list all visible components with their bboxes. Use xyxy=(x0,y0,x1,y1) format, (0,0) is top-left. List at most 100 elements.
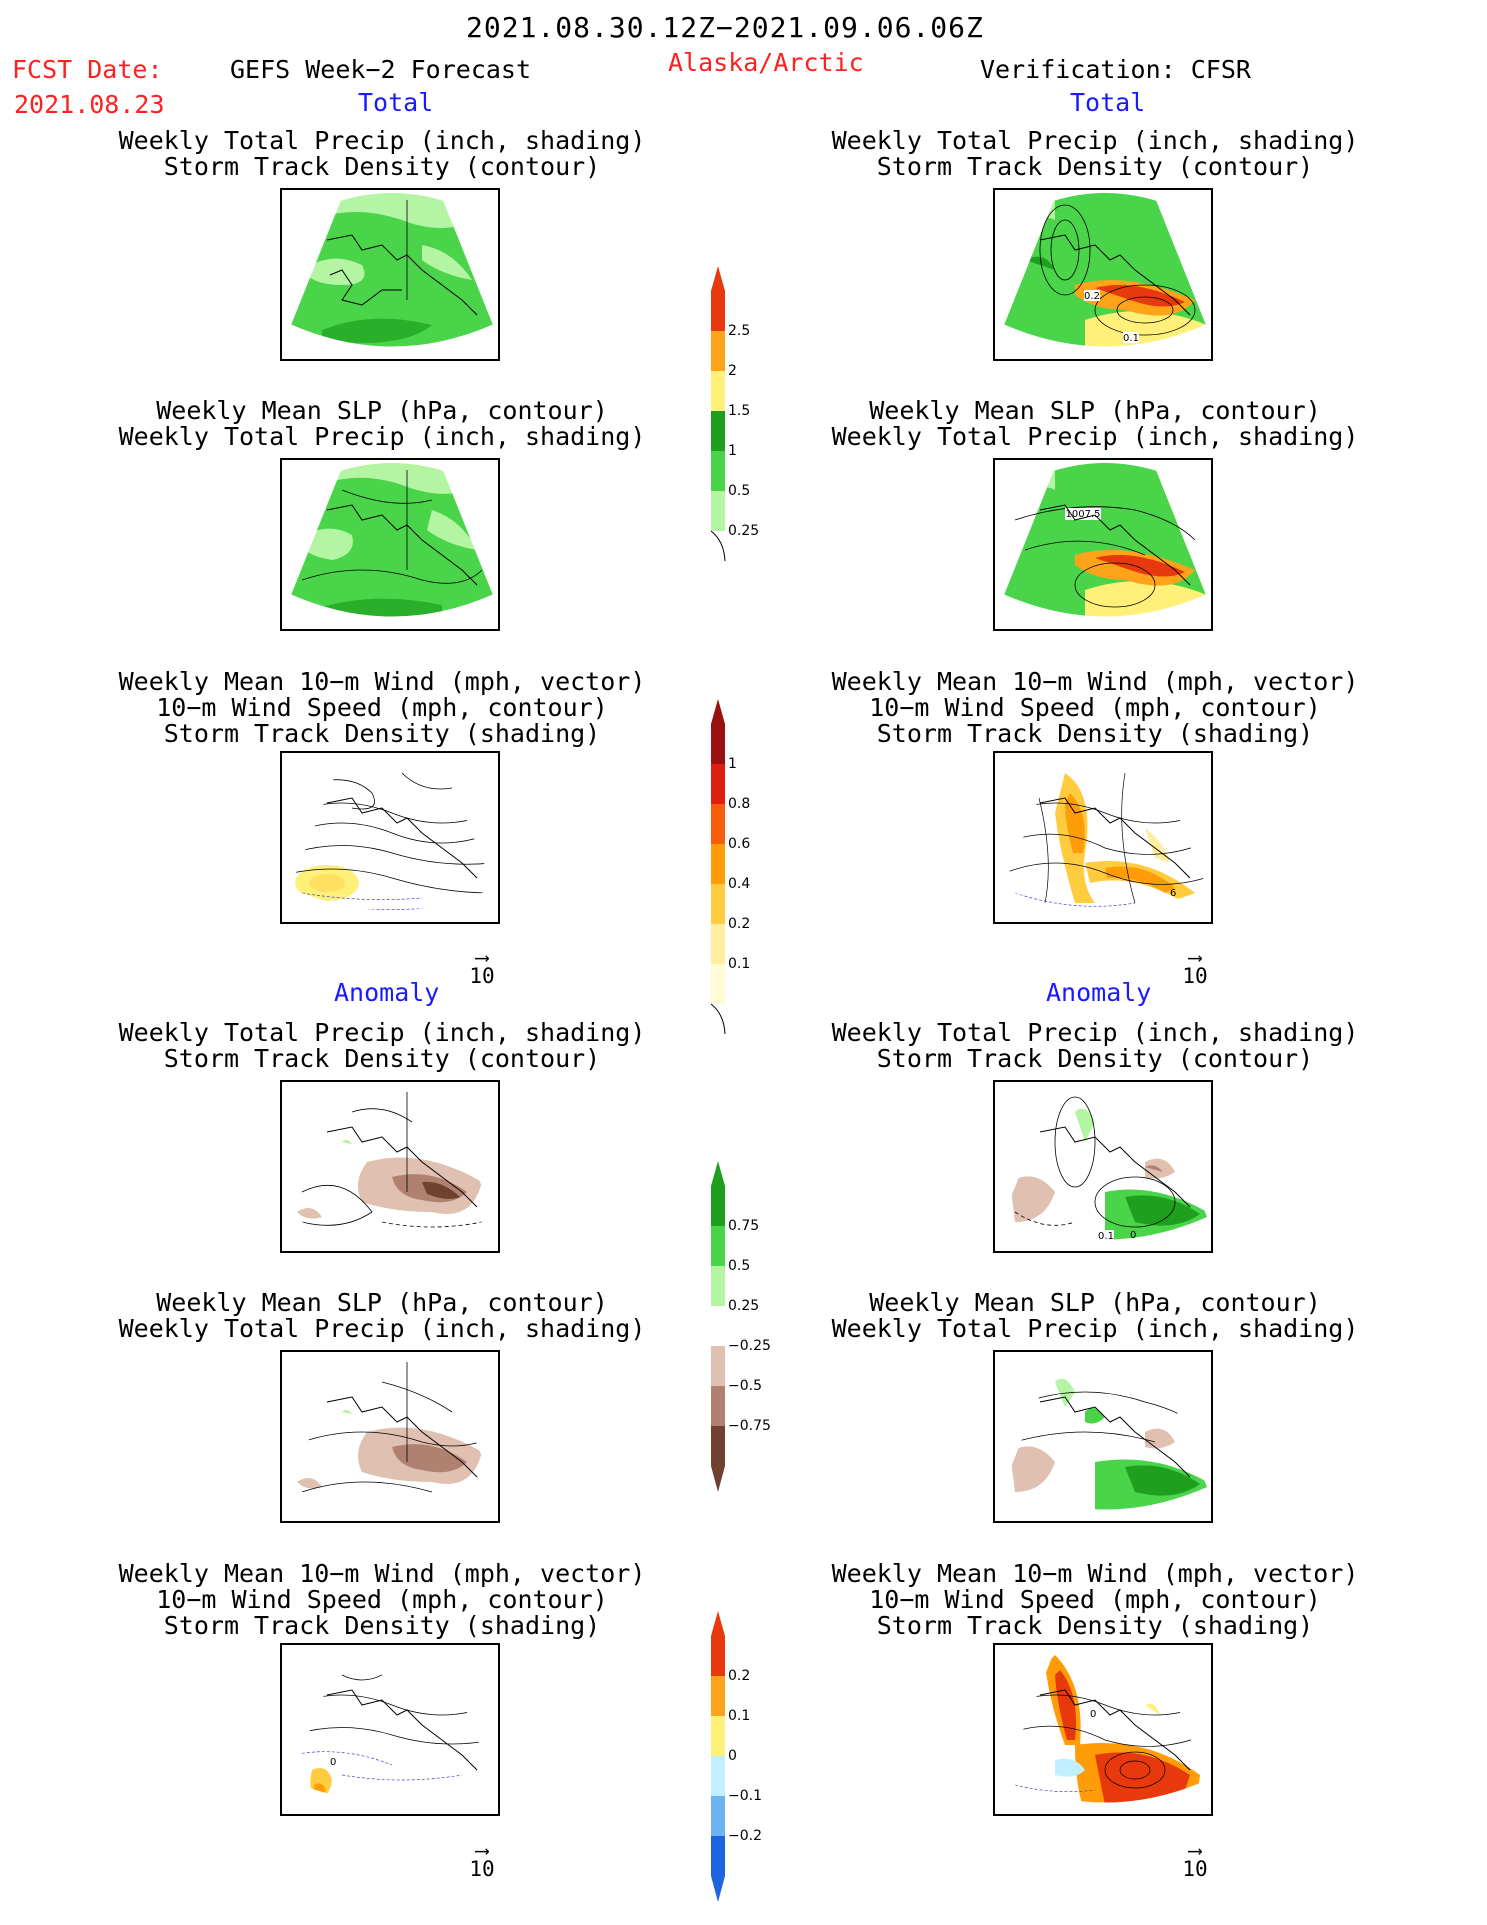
caption-total-obs-precip: Weekly Total Precip (inch, shading) Storm… xyxy=(831,126,1359,181)
map-anom-fcst-slp xyxy=(280,1350,500,1523)
colorbar-segment xyxy=(711,1716,725,1756)
caption-total-obs-slp: Weekly Mean SLP (hPa, contour) Weekly Tot… xyxy=(831,396,1359,451)
section-total-left: Total xyxy=(358,88,434,117)
colorbar-segment xyxy=(711,1386,725,1426)
arrow-right-icon: ⟶ xyxy=(1188,945,1202,969)
colorbar-top-triangle xyxy=(711,699,725,724)
colorbar-tick-label: 0.4 xyxy=(728,876,751,892)
colorbar-top-triangle xyxy=(711,1161,725,1186)
colorbar-top-triangle xyxy=(711,1611,725,1636)
colorbar-tick-label: −0.1 xyxy=(728,1788,762,1804)
arrow-right-icon: ⟶ xyxy=(1188,1838,1202,1862)
label-wind-contour: 6 xyxy=(1170,888,1176,899)
label-precip-contour: 0.1 xyxy=(1098,1231,1114,1242)
section-anomaly-left: Anomaly xyxy=(334,978,440,1007)
colorbar-bottom-end xyxy=(711,1876,725,1902)
colorbar-tick-label: −0.5 xyxy=(728,1378,762,1394)
colorbar-segment xyxy=(711,291,725,331)
colorbar-track-total: 1 0.8 0.6 0.4 0.2 0.1 xyxy=(710,698,780,1042)
colorbar-segment xyxy=(711,1836,725,1876)
colorbar-segment xyxy=(711,1186,725,1226)
colorbar-segment xyxy=(711,1426,725,1466)
colorbar-graphic xyxy=(710,266,726,562)
colorbar-track-anom: 0.2 0.1 0 −0.1 −0.2 xyxy=(710,1610,780,1910)
colorbar-segment xyxy=(711,331,725,371)
colorbar-segment xyxy=(711,844,725,884)
colorbar-tick-label: −0.25 xyxy=(728,1338,771,1354)
colorbar-graphic xyxy=(711,1611,725,1902)
colorbar-graphic xyxy=(711,1161,725,1492)
colorbar-tick-label: 0.2 xyxy=(728,916,751,932)
colorbar-graphic xyxy=(710,699,726,1035)
caption-anom-obs-wind: Weekly Mean 10−m Wind (mph, vector) 10−m … xyxy=(831,1559,1359,1640)
caption-anom-fcst-wind: Weekly Mean 10−m Wind (mph, vector) 10−m … xyxy=(118,1559,646,1640)
colorbar-precip-anom: 0.75 0.5 0.25 −0.25 −0.5 −0.75 xyxy=(710,1160,780,1500)
colorbar-segment xyxy=(711,491,725,531)
colorbar-tick-label: 2.5 xyxy=(728,323,751,339)
colorbar-bottom-end xyxy=(710,1003,726,1035)
map-total-fcst-slp xyxy=(280,458,500,631)
caption-total-fcst-precip: Weekly Total Precip (inch, shading) Storm… xyxy=(118,126,646,181)
colorbar-segment xyxy=(711,1306,725,1346)
label-wind-contour: 0 xyxy=(330,1757,336,1768)
caption-total-obs-wind: Weekly Mean 10−m Wind (mph, vector) 10−m … xyxy=(831,667,1359,748)
caption-anom-fcst-slp: Weekly Mean SLP (hPa, contour) Weekly Tot… xyxy=(118,1288,646,1343)
label-slp-contour: 1007.5 xyxy=(1066,509,1101,520)
label-precip-contour: 0.2 xyxy=(1084,291,1100,302)
colorbar-segment xyxy=(711,371,725,411)
map-anom-fcst-precip xyxy=(280,1080,500,1253)
colorbar-tick-label: 0.25 xyxy=(728,1298,760,1314)
arrow-right-icon: ⟶ xyxy=(475,1838,489,1862)
label-precip-contour: 0 xyxy=(1130,1230,1136,1241)
colorbar-segment xyxy=(711,1636,725,1676)
map-total-fcst-wind xyxy=(280,751,500,924)
colorbar-tick-label: 0.25 xyxy=(728,523,760,539)
map-anom-fcst-wind: 0 xyxy=(280,1643,500,1816)
forecast-title: GEFS Week−2 Forecast xyxy=(230,55,532,84)
map-total-obs-wind: 6 xyxy=(993,751,1213,924)
colorbar-bottom-end xyxy=(711,1466,725,1492)
fcst-date-label: FCST Date: xyxy=(12,55,163,84)
colorbar-tick-label: −0.2 xyxy=(728,1828,762,1844)
vector-reference-anom-right: ⟶ 10 xyxy=(1170,1838,1220,1881)
colorbar-tick-label: 0 xyxy=(728,1748,737,1764)
colorbar-segment xyxy=(711,964,725,1004)
colorbar-tick-label: 0.8 xyxy=(728,796,751,812)
colorbar-segment xyxy=(711,1266,725,1306)
colorbar-segment xyxy=(711,1796,725,1836)
colorbar-segment xyxy=(711,804,725,844)
colorbar-precip-total: 2.5 2 1.5 1 0.5 0.25 xyxy=(710,265,780,569)
colorbar-segment xyxy=(711,1756,725,1796)
region-title: Alaska/Arctic xyxy=(668,48,864,77)
label-wind-contour: 0 xyxy=(1090,1709,1096,1720)
caption-total-fcst-slp: Weekly Mean SLP (hPa, contour) Weekly Tot… xyxy=(118,396,646,451)
colorbar-tick-label: 0.5 xyxy=(728,483,751,499)
map-total-obs-slp: 1007.5 xyxy=(993,458,1213,631)
colorbar-tick-label: 1.5 xyxy=(728,403,751,419)
colorbar-tick-label: 0.75 xyxy=(728,1218,760,1234)
map-anom-obs-wind: 0 xyxy=(993,1643,1213,1816)
colorbar-segment xyxy=(711,764,725,804)
caption-anom-obs-slp: Weekly Mean SLP (hPa, contour) Weekly Tot… xyxy=(831,1288,1359,1343)
colorbar-tick-label: 1 xyxy=(728,756,737,772)
arrow-right-icon: ⟶ xyxy=(475,945,489,969)
section-total-right: Total xyxy=(1070,88,1146,117)
colorbar-segment xyxy=(711,924,725,964)
colorbar-segment xyxy=(711,411,725,451)
map-total-obs-precip: 0.2 0.1 xyxy=(993,188,1213,361)
colorbar-top-triangle xyxy=(711,266,725,291)
vector-reference-total-left: ⟶ 10 xyxy=(457,945,507,988)
colorbar-tick-label: −0.75 xyxy=(728,1418,771,1434)
colorbar-segment xyxy=(711,724,725,764)
section-anomaly-right: Anomaly xyxy=(1046,978,1152,1007)
caption-total-fcst-wind: Weekly Mean 10−m Wind (mph, vector) 10−m … xyxy=(118,667,646,748)
colorbar-tick-label: 1 xyxy=(728,443,737,459)
map-anom-obs-slp xyxy=(993,1350,1213,1523)
colorbar-tick-label: 2 xyxy=(728,363,737,379)
fcst-date-value: 2021.08.23 xyxy=(14,90,165,119)
map-total-fcst-precip xyxy=(280,188,500,361)
caption-anom-fcst-precip: Weekly Total Precip (inch, shading) Storm… xyxy=(118,1018,646,1073)
colorbar-segment xyxy=(711,1346,725,1386)
colorbar-segment xyxy=(711,1226,725,1266)
label-precip-contour: 0.1 xyxy=(1123,333,1139,344)
